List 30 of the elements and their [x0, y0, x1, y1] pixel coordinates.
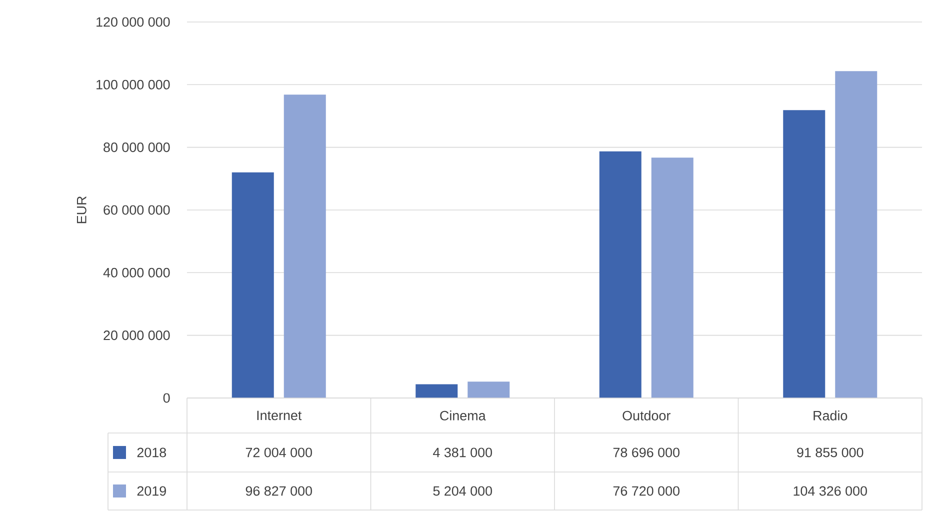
data-label: 78 696 000 [613, 448, 680, 458]
y-tick-label: 60 000 000 [104, 205, 170, 215]
y-tick-label: 20 000 000 [104, 330, 170, 340]
bar [284, 94, 326, 398]
data-label: 5 204 000 [433, 486, 492, 496]
data-label: 72 004 000 [246, 448, 312, 458]
bar [416, 384, 458, 398]
x-tick-label: Outdoor [622, 410, 670, 420]
y-tick-label: 40 000 000 [103, 268, 170, 278]
data-label: 91 855 000 [797, 448, 864, 458]
bar [783, 110, 826, 398]
bar [651, 158, 694, 398]
bar [599, 151, 642, 398]
y-tick-label: 80 000 000 [104, 142, 170, 152]
data-label: 76 720 000 [613, 486, 680, 496]
bar [468, 382, 510, 398]
legend-label: 2019 [137, 486, 166, 496]
y-axis-title: EUR [76, 196, 86, 224]
x-tick-label: Cinema [440, 410, 486, 420]
legend-label: 2018 [137, 448, 166, 458]
y-tick-label: 100 000 000 [96, 80, 170, 90]
data-label: 104 326 000 [794, 486, 867, 496]
data-label: 4 381 000 [433, 448, 492, 458]
x-tick-label: Radio [814, 410, 848, 420]
y-tick-label: 0 [163, 393, 170, 403]
y-tick-label: 120 000 000 [96, 17, 170, 27]
bar [835, 71, 878, 398]
data-label: 96 827 000 [246, 486, 312, 496]
x-tick-label: Internet [257, 410, 302, 420]
bar [232, 172, 274, 398]
